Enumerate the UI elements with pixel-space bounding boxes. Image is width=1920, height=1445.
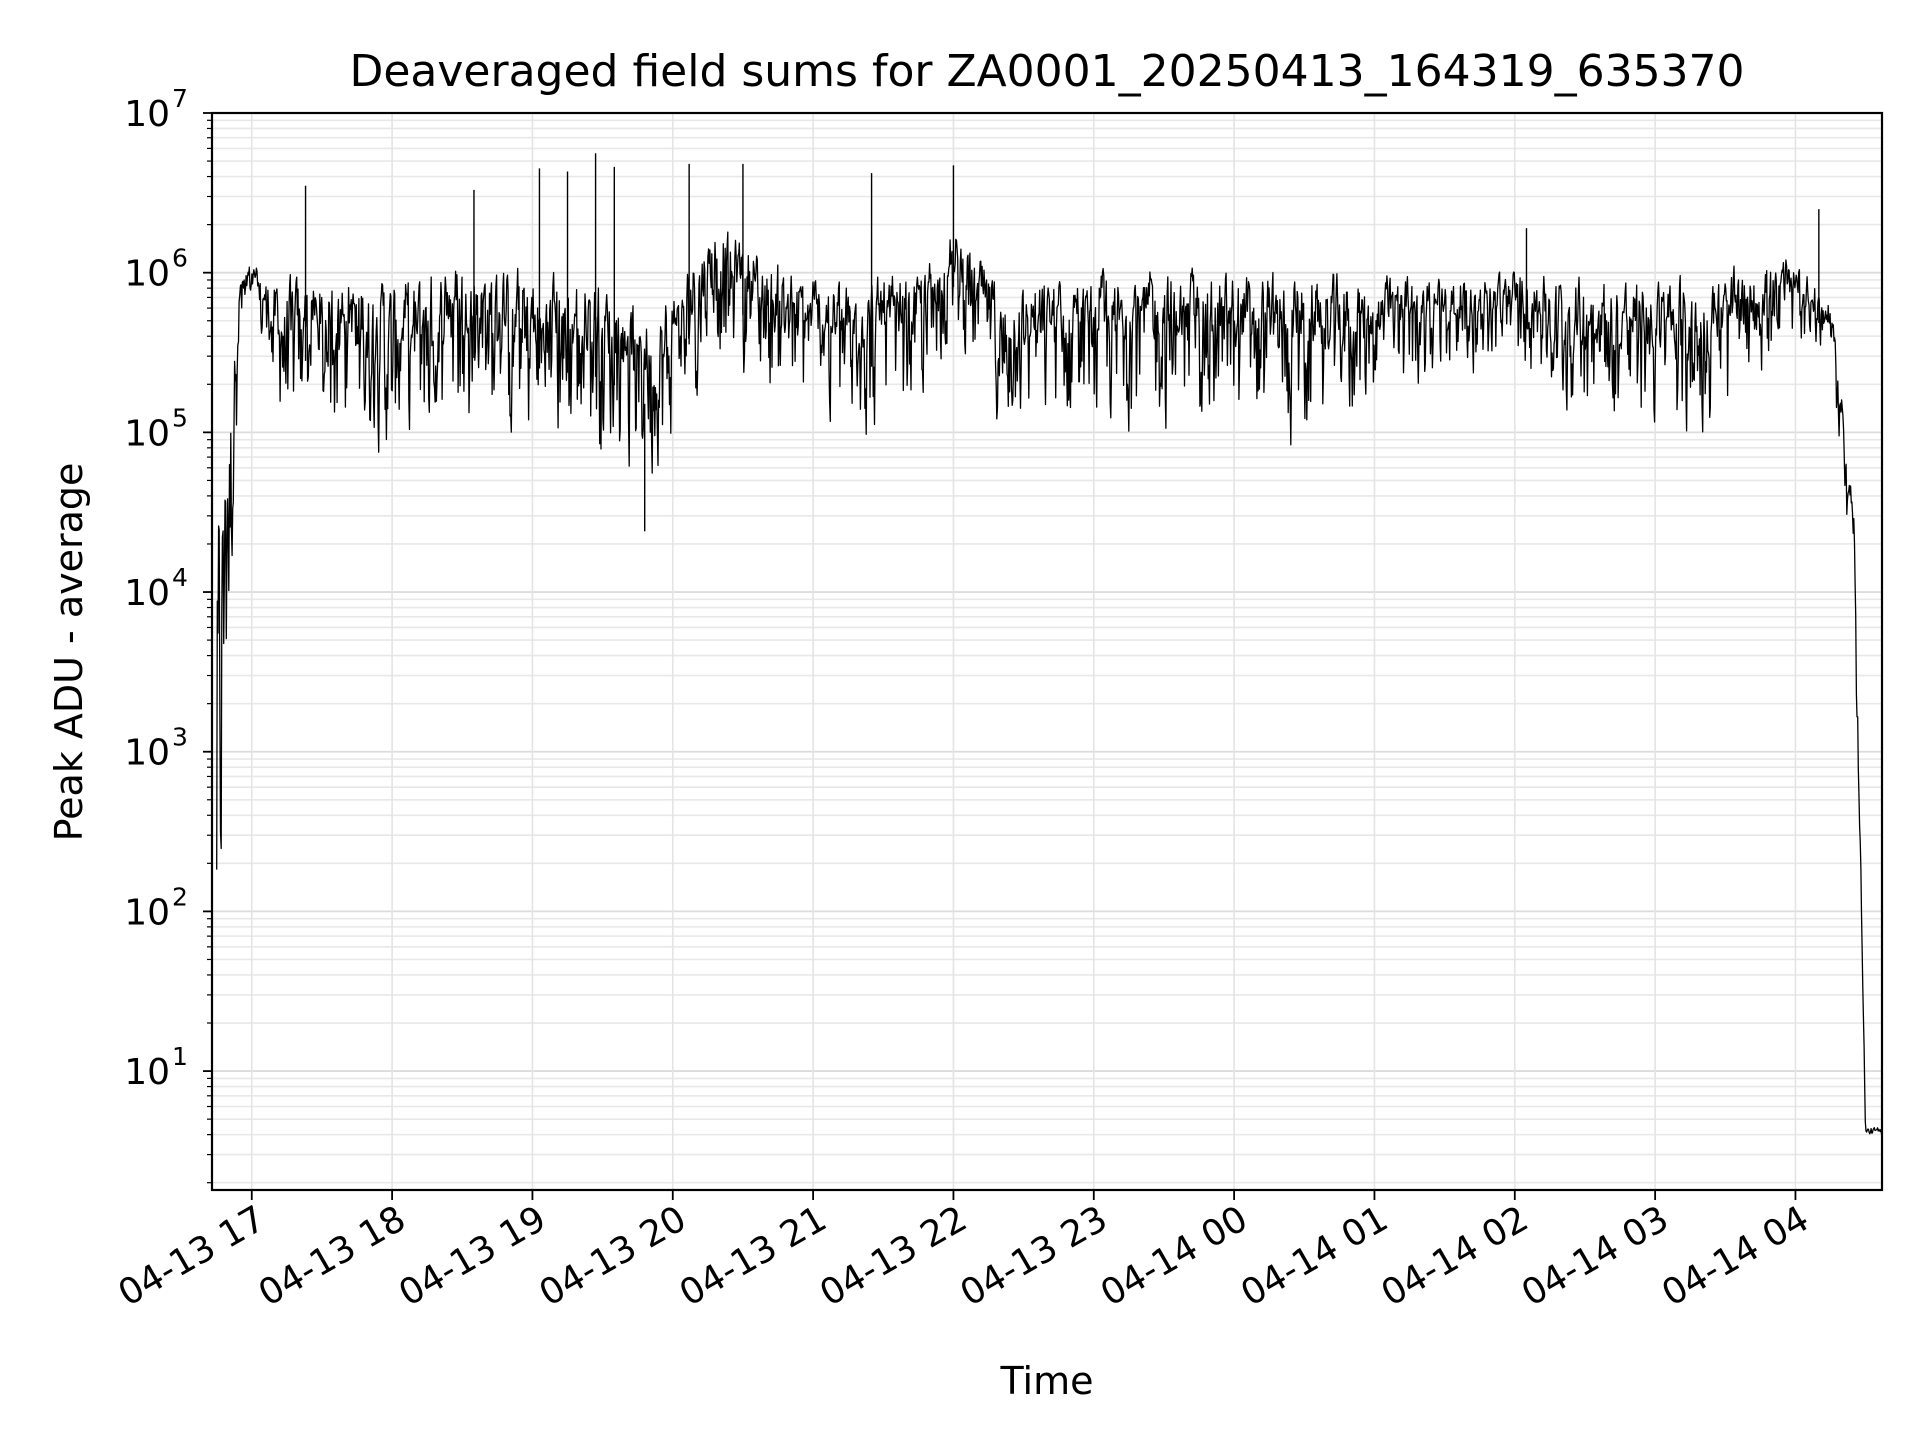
- y-tick-label: 10: [124, 573, 170, 614]
- x-axis-label: Time: [1000, 1359, 1094, 1403]
- y-tick-exponent: 1: [172, 1042, 188, 1071]
- series-line: [216, 231, 1883, 1135]
- plot-frame: [210, 111, 1884, 1192]
- y-axis-label: Peak ADU - average: [47, 463, 91, 842]
- y-tick-label: 10: [124, 413, 170, 454]
- y-tick-label: 10: [124, 94, 170, 135]
- y-tick-label: 10: [124, 1052, 170, 1093]
- chart-title: Deaveraged field sums for ZA0001_2025041…: [349, 46, 1744, 97]
- y-tick-exponent: 5: [172, 403, 188, 432]
- y-tick-exponent: 3: [172, 723, 188, 752]
- y-tick-exponent: 7: [172, 84, 188, 113]
- y-tick-exponent: 2: [172, 882, 188, 911]
- y-tick-label: 10: [124, 892, 170, 933]
- y-tick-exponent: 4: [172, 563, 188, 592]
- grid-lines: [212, 112, 1882, 1190]
- y-tick-label: 10: [124, 733, 170, 774]
- data-series: [216, 153, 1883, 1135]
- y-tick-exponent: 6: [172, 244, 188, 273]
- y-tick-label: 10: [124, 254, 170, 295]
